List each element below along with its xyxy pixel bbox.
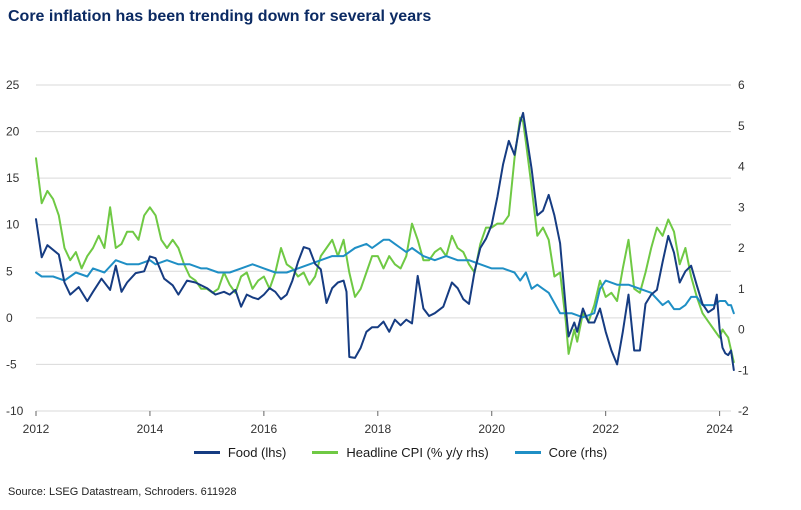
right-y-tick-label: -2 xyxy=(738,404,749,418)
left-y-tick-label: 0 xyxy=(6,311,13,325)
right-y-tick-label: 6 xyxy=(738,78,745,92)
legend-label-core: Core (rhs) xyxy=(548,445,608,460)
left-y-tick-label: 25 xyxy=(6,78,20,92)
right-y-tick-label: 2 xyxy=(738,241,745,255)
x-tick-label: 2012 xyxy=(23,422,50,436)
right-y-tick-label: 0 xyxy=(738,323,745,337)
left-y-tick-label: 15 xyxy=(6,171,20,185)
x-tick-label: 2016 xyxy=(251,422,278,436)
left-y-axis: 25 20 15 10 5 0 -5 -10 xyxy=(6,78,24,418)
legend-label-headline-cpi: Headline CPI (% y/y rhs) xyxy=(346,445,489,460)
gridlines xyxy=(36,84,731,412)
legend-swatch-food xyxy=(193,451,220,454)
legend-label-food: Food (lhs) xyxy=(227,445,287,460)
series-line-food-lhs xyxy=(35,111,735,371)
series-line-core-rhs xyxy=(35,238,735,319)
legend: Food (lhs) Headline CPI (% y/y rhs) Core… xyxy=(0,445,801,460)
right-y-tick-label: 1 xyxy=(738,282,745,296)
right-y-tick-label: 4 xyxy=(738,160,745,174)
x-axis: 2012 2014 2016 2018 2020 2022 2024 xyxy=(23,411,733,436)
left-y-tick-label: -5 xyxy=(6,357,17,371)
left-y-tick-label: 20 xyxy=(6,125,20,139)
right-y-tick-label: -1 xyxy=(738,363,749,377)
series-line-headline-cpi-y-y-rhs xyxy=(35,116,735,364)
legend-item-food: Food (lhs) xyxy=(193,445,287,460)
x-tick-label: 2020 xyxy=(478,422,505,436)
source-note: Source: LSEG Datastream, Schroders. 6119… xyxy=(8,486,237,498)
x-tick-label: 2018 xyxy=(364,422,391,436)
legend-swatch-core xyxy=(514,451,541,454)
left-y-tick-label: 5 xyxy=(6,264,13,278)
left-y-tick-label: 10 xyxy=(6,218,20,232)
left-y-tick-label: -10 xyxy=(6,404,24,418)
x-tick-label: 2014 xyxy=(137,422,164,436)
legend-item-headline-cpi: Headline CPI (% y/y rhs) xyxy=(312,445,489,460)
x-tick-label: 2024 xyxy=(706,422,733,436)
right-y-tick-label: 5 xyxy=(738,119,745,133)
right-y-axis: 6 5 4 3 2 1 0 -1 -2 xyxy=(738,78,749,418)
legend-swatch-headline-cpi xyxy=(312,451,339,454)
legend-item-core: Core (rhs) xyxy=(514,445,608,460)
series-group xyxy=(35,111,735,371)
right-y-tick-label: 3 xyxy=(738,200,745,214)
chart-title: Core inflation has been trending down fo… xyxy=(8,8,432,25)
x-tick-label: 2022 xyxy=(592,422,619,436)
